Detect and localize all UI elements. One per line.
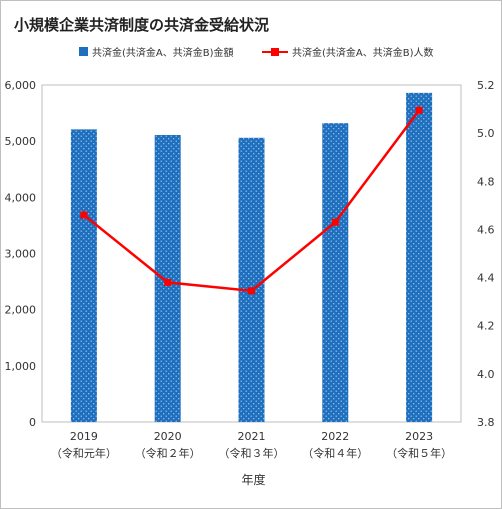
x-tick-sublabel: （令和３年）: [219, 446, 285, 460]
count-point-marker: [415, 106, 423, 114]
bar: [70, 129, 97, 422]
y-left-tick-label: 2,000: [5, 304, 37, 317]
y-left-tick-label: 6,000: [5, 79, 37, 92]
legend-bar-swatch: [79, 47, 88, 56]
y-right-tick-label: 4.6: [477, 223, 495, 236]
legend-line-swatch: [262, 47, 288, 56]
y-left-tick-label: 3,000: [5, 248, 37, 261]
x-tick-sublabel: （令和４年）: [302, 446, 368, 460]
y-right-tick-label: 4.4: [477, 272, 495, 285]
legend-label-amount: 共済金(共済金A、共済金B)金額: [92, 48, 234, 59]
x-tick-sublabel: （令和２年）: [135, 446, 201, 460]
legend-item-amount: 共済金(共済金A、共済金B)金額: [79, 44, 234, 59]
count-point-marker: [248, 287, 255, 295]
y-right-tick-label: 5.2: [477, 79, 495, 92]
x-tick-label: 2021: [238, 430, 266, 443]
x-tick-label: 2022: [321, 430, 349, 443]
y-left-tick-label: 5,000: [5, 135, 37, 148]
x-axis-title: 年度: [241, 472, 265, 487]
legend-label-count: 共済金(共済金A、共済金B)人数: [292, 48, 434, 59]
bar: [322, 123, 349, 423]
legend: 共済金(共済金A、共済金B)金額 共済金(共済金A、共済金B)人数: [0, 44, 502, 62]
x-tick-label: 2019: [70, 430, 98, 443]
count-point-marker: [331, 218, 339, 226]
x-tick-sublabel: （令和５年）: [386, 446, 452, 460]
legend-item-count: 共済金(共済金A、共済金B)人数: [262, 44, 434, 59]
y-right-tick-label: 4.2: [477, 320, 495, 333]
x-tick-label: 2020: [154, 430, 182, 443]
x-tick-sublabel: （令和元年）: [51, 446, 117, 460]
y-right-tick-label: 4.0: [477, 368, 495, 381]
x-tick-label: 2023: [405, 430, 433, 443]
y-left-tick-label: 4,000: [5, 191, 37, 204]
y-right-tick-label: 4.8: [477, 175, 495, 188]
y-left-tick-label: 0: [29, 416, 36, 429]
chart-title: 小規模企業共済制度の共済金受給状況: [14, 16, 270, 34]
y-right-tick-label: 3.8: [477, 416, 495, 429]
y-right-tick-label: 5.0: [477, 127, 495, 140]
bar: [406, 92, 433, 422]
count-point-marker: [80, 211, 88, 219]
bar: [154, 134, 181, 422]
y-left-tick-label: 1,000: [5, 360, 37, 373]
count-point-marker: [164, 278, 172, 286]
bar: [238, 137, 265, 422]
